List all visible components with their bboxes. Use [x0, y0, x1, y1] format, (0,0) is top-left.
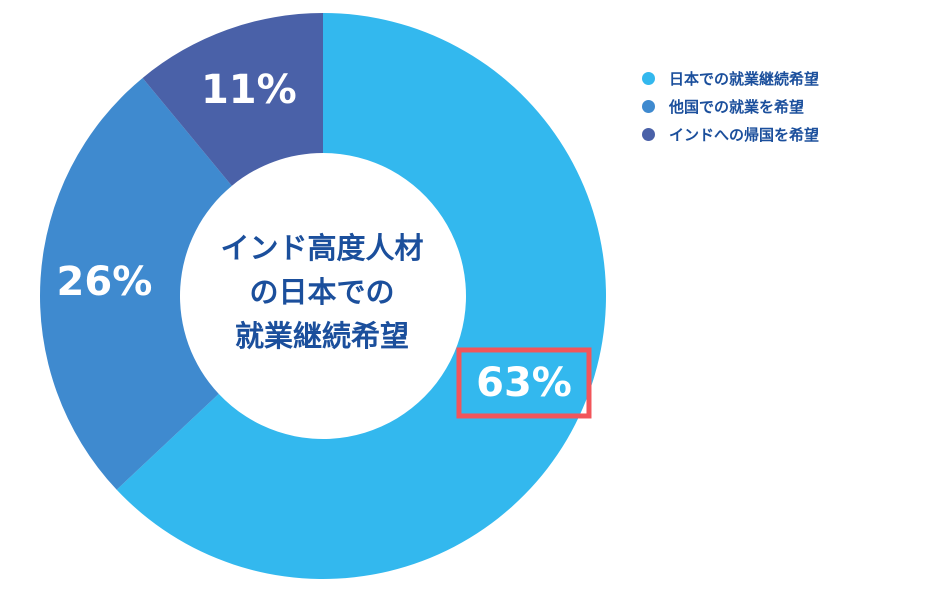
value-labels-layer: 63% 26% 11%: [57, 67, 572, 406]
value-label-return-india: 11%: [201, 67, 297, 113]
center-title-line-1: インド高度人材: [220, 231, 424, 265]
slice-japan: [116, 13, 606, 579]
value-label-japan: 63%: [476, 360, 572, 406]
legend-marker-japan: [642, 71, 655, 85]
slice-other-country: [39, 77, 232, 490]
legend-marker-other-country: [642, 99, 655, 113]
legend-item-japan: 日本での就業継続希望: [642, 64, 819, 92]
center-title-line-3: 就業継続希望: [234, 319, 409, 353]
legend-item-return-india: インドへの帰国を希望: [642, 120, 819, 148]
value-label-other-country: 26%: [57, 259, 153, 305]
center-title: インド高度人材 の日本での 就業継続希望: [182, 226, 462, 358]
slice-return-india: [142, 13, 323, 186]
center-title-line-2: の日本での: [249, 275, 395, 309]
legend-label-return-india: インドへの帰国を希望: [669, 125, 820, 144]
highlight-box-japan: [456, 347, 592, 419]
highlight-layer: [456, 347, 592, 419]
legend-marker-return-india: [642, 127, 655, 141]
legend-item-other-country: 他国での就業を希望: [642, 92, 819, 120]
legend: 日本での就業継続希望 他国での就業を希望 インドへの帰国を希望: [642, 64, 819, 148]
legend-label-japan: 日本での就業継続希望: [669, 69, 820, 88]
slices-layer: [39, 13, 606, 579]
legend-label-other-country: 他国での就業を希望: [669, 97, 805, 116]
